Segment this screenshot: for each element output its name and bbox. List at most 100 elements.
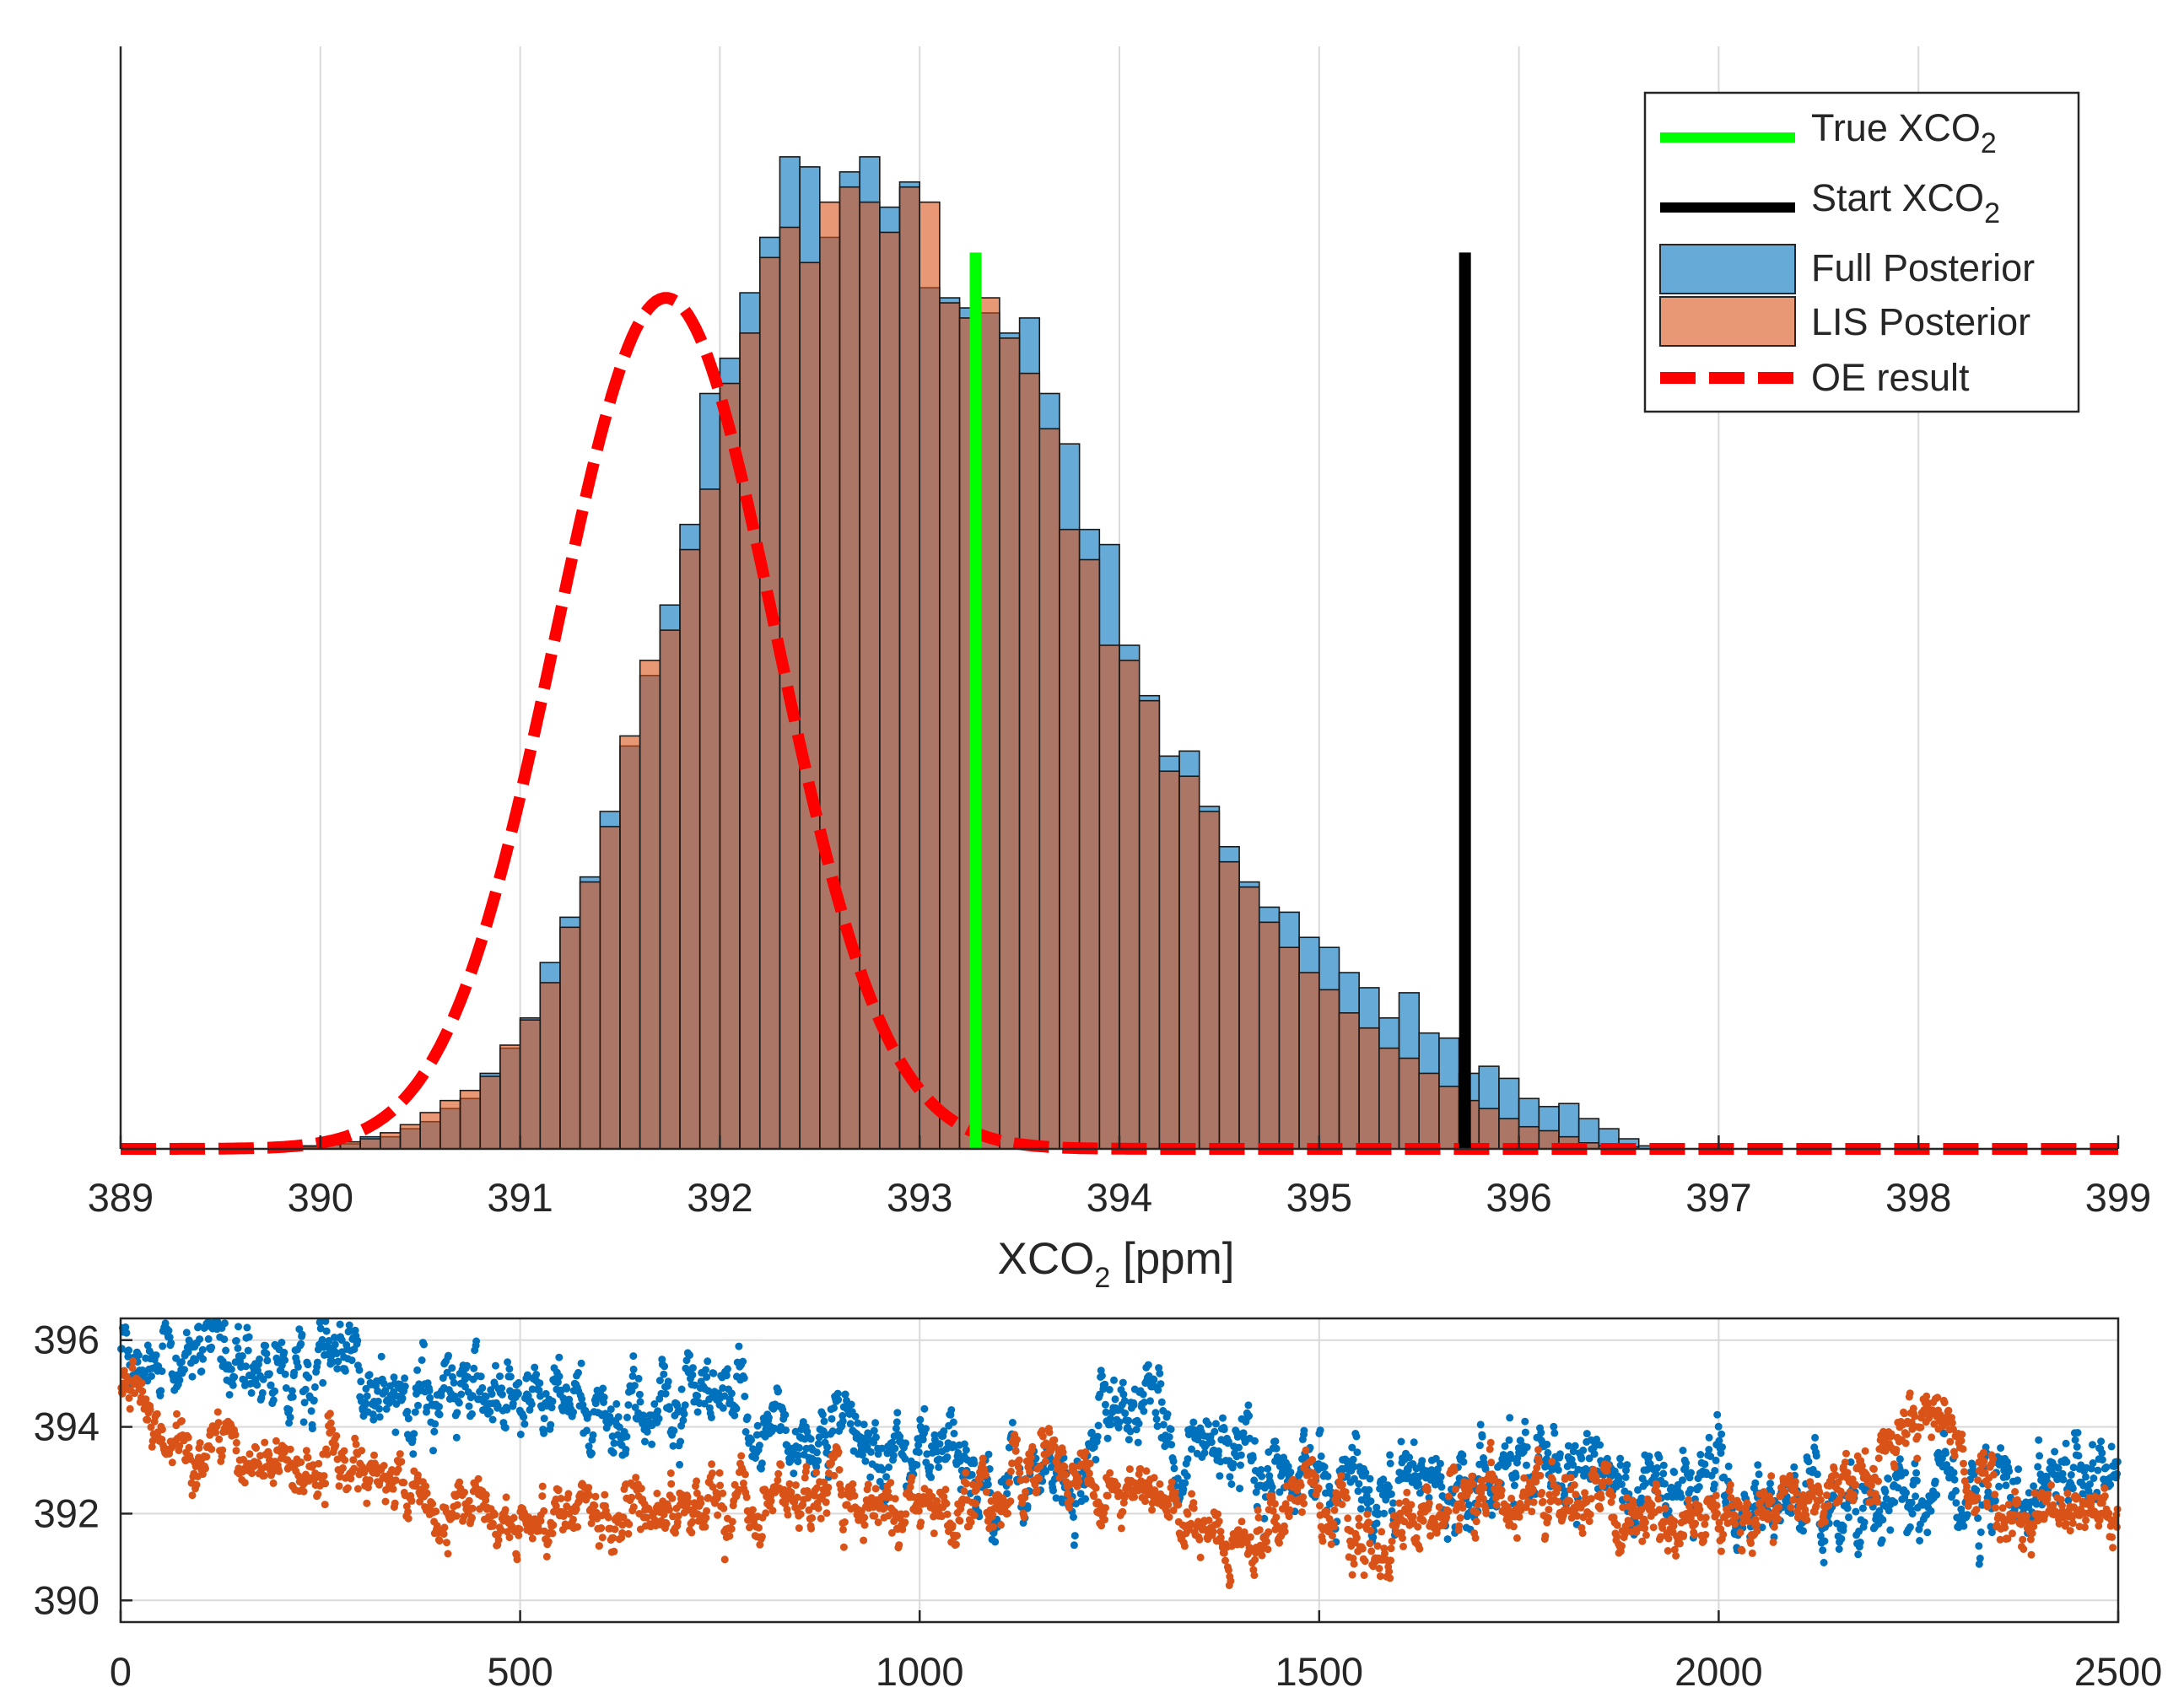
trace-point <box>1038 1432 1047 1441</box>
trace-point <box>1360 1571 1368 1579</box>
trace-point <box>808 1514 817 1523</box>
trace-point <box>304 1453 312 1462</box>
trace-point <box>774 1387 783 1395</box>
trace-point <box>1701 1513 1710 1522</box>
trace-point <box>1117 1524 1125 1533</box>
lis-posterior-bar <box>939 302 961 1150</box>
lis-posterior-bar <box>999 337 1021 1150</box>
trace-point <box>1028 1442 1037 1451</box>
lis-posterior-bar <box>1278 946 1300 1150</box>
trace-point <box>400 1479 408 1487</box>
trace-point <box>2030 1482 2038 1490</box>
trace-point <box>1717 1547 1725 1555</box>
trace-point <box>1381 1550 1389 1558</box>
trace-point <box>348 1356 356 1365</box>
trace-point <box>997 1521 1005 1529</box>
x-axis-label-main: XCO <box>997 1234 1094 1284</box>
trace-point <box>719 1384 727 1393</box>
trace-point <box>1609 1491 1616 1500</box>
trace-point <box>455 1399 463 1407</box>
trace-point <box>648 1440 656 1448</box>
trace-point <box>316 1324 325 1333</box>
trace-point <box>1235 1443 1243 1452</box>
lis-posterior-bar <box>399 1124 421 1150</box>
trace-point <box>286 1413 294 1421</box>
trace-point <box>892 1418 901 1426</box>
lis-posterior-bar <box>1478 1108 1500 1150</box>
trace-point <box>1375 1565 1383 1572</box>
trace-point <box>1399 1534 1406 1542</box>
trace-point <box>1655 1453 1664 1462</box>
trace-point <box>1890 1498 1899 1507</box>
trace-point <box>340 1447 348 1455</box>
trace-point <box>496 1372 504 1381</box>
trace-point <box>1548 1458 1556 1466</box>
trace-point <box>1554 1498 1562 1506</box>
trace-point <box>1119 1390 1128 1399</box>
trace-point <box>871 1485 880 1493</box>
trace-point <box>774 1469 783 1478</box>
trace-point <box>1675 1539 1684 1548</box>
trace-point <box>196 1439 204 1447</box>
trace-point <box>138 1379 146 1388</box>
lis-posterior-bar <box>459 1089 482 1150</box>
trace-point <box>259 1375 267 1383</box>
trace-point <box>583 1426 591 1435</box>
trace-point <box>1154 1386 1162 1394</box>
trace-point <box>916 1415 925 1424</box>
trace-point <box>812 1448 821 1457</box>
trace-point <box>488 1390 496 1399</box>
trace-point <box>623 1413 631 1421</box>
trace-point <box>1886 1526 1895 1534</box>
trace-point <box>1799 1527 1808 1535</box>
trace-point <box>1097 1372 1106 1380</box>
lis-posterior-bar <box>1059 528 1081 1150</box>
trace-point <box>1613 1533 1621 1541</box>
trace-point <box>1486 1438 1495 1447</box>
trace-point <box>1409 1512 1417 1521</box>
trace-point <box>1521 1428 1529 1437</box>
trace-point <box>414 1401 422 1410</box>
trace-point <box>1713 1509 1721 1517</box>
trace-point <box>468 1504 477 1512</box>
trace-point <box>1933 1490 1941 1499</box>
trace-point <box>585 1442 593 1451</box>
trace-point <box>403 1407 412 1415</box>
trace-point <box>1060 1463 1069 1471</box>
trace-point <box>1521 1417 1529 1426</box>
trace-point <box>299 1418 308 1426</box>
lis-posterior-bar <box>919 201 941 1150</box>
trace-point <box>902 1439 910 1447</box>
trace-point <box>129 1357 138 1366</box>
trace-point <box>1134 1438 1142 1447</box>
trace-point <box>1008 1419 1017 1426</box>
trace-point <box>153 1410 161 1418</box>
trace-point <box>1405 1453 1414 1462</box>
trace-point <box>1299 1493 1308 1501</box>
trace-point <box>198 1345 207 1354</box>
trace-point <box>256 1355 263 1363</box>
trace-point <box>1539 1497 1547 1506</box>
trace-point <box>846 1420 855 1428</box>
trace-point <box>1931 1477 1939 1485</box>
trace-point <box>357 1377 365 1386</box>
trace-point <box>677 1385 686 1393</box>
trace-point <box>448 1364 456 1372</box>
trace-point <box>353 1336 362 1345</box>
trace-point <box>202 1464 209 1473</box>
trace-point <box>310 1396 318 1404</box>
trace-point <box>227 1365 235 1373</box>
trace-point <box>1367 1497 1375 1506</box>
trace-point <box>1469 1480 1477 1488</box>
lis-posterior-bar <box>859 201 881 1150</box>
trace-point <box>426 1393 434 1402</box>
trace-point <box>1125 1465 1134 1474</box>
trace-point <box>1330 1506 1339 1514</box>
trace-point <box>578 1395 586 1403</box>
trace-point <box>457 1390 466 1399</box>
trace-point <box>815 1433 823 1442</box>
trace-point <box>601 1490 609 1499</box>
trace-point <box>523 1371 531 1379</box>
trace-point <box>443 1539 450 1547</box>
